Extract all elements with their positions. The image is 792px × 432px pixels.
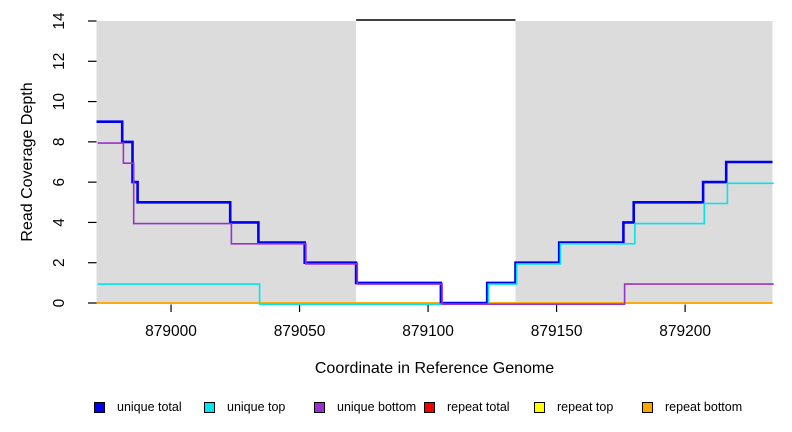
x-tick-label: 879000 xyxy=(145,323,197,340)
x-tick-label: 879200 xyxy=(659,323,711,340)
y-axis-title: Read Coverage Depth xyxy=(19,82,36,242)
series-line-unique-bottom xyxy=(97,142,774,305)
y-tick-label: 2 xyxy=(51,258,68,267)
y-tick-label: 14 xyxy=(51,12,68,30)
x-tick-label: 879050 xyxy=(274,323,326,340)
x-tick-label: 879100 xyxy=(402,323,454,340)
y-tick-label: 6 xyxy=(51,178,68,187)
series-line-unique-total xyxy=(96,120,773,305)
series-line-unique-top xyxy=(97,182,774,305)
y-tick-label: 8 xyxy=(51,138,68,147)
shaded-region xyxy=(96,21,357,304)
y-tick-label: 4 xyxy=(51,218,68,227)
y-tick-label: 10 xyxy=(51,93,68,111)
y-tick-label: 0 xyxy=(51,298,68,307)
x-tick-label: 879150 xyxy=(531,323,583,340)
y-tick-label: 12 xyxy=(51,53,68,70)
x-axis-title: Coordinate in Reference Genome xyxy=(314,360,555,377)
